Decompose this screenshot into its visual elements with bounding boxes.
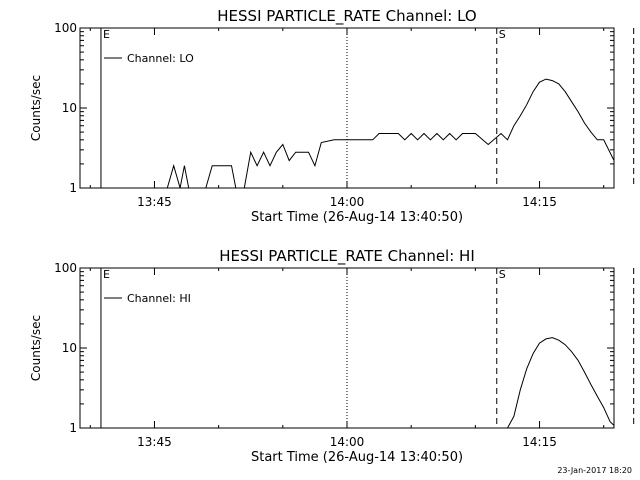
legend-label: Channel: HI: [127, 292, 191, 305]
event-marker-label: E: [103, 268, 110, 281]
y-tick-label: 100: [54, 261, 77, 275]
y-tick-label: 10: [62, 341, 77, 355]
y-axis-label: Counts/sec: [29, 75, 43, 141]
event-marker-label: E: [103, 28, 110, 41]
chart-panel-2: HESSI PARTICLE_RATE Channel: HIESFFE13:4…: [29, 247, 635, 465]
chart-panel-1: HESSI PARTICLE_RATE Channel: LOESFFE13:4…: [29, 7, 635, 225]
x-tick-label: 13:45: [137, 435, 172, 449]
x-tick-label: 14:00: [330, 195, 365, 209]
legend-label: Channel: LO: [127, 52, 194, 65]
y-tick-label: 1: [69, 181, 77, 195]
y-tick-label: 10: [62, 101, 77, 115]
x-axis-label: Start Time (26-Aug-14 13:40:50): [251, 210, 463, 225]
chart-title: HESSI PARTICLE_RATE Channel: LO: [217, 7, 476, 26]
series-line: [507, 337, 614, 428]
y-tick-label: 1: [69, 421, 77, 435]
y-axis-label: Counts/sec: [29, 315, 43, 381]
x-tick-label: 14:00: [330, 435, 365, 449]
event-marker-label: S: [499, 28, 506, 41]
x-axis-label: Start Time (26-Aug-14 13:40:50): [251, 450, 463, 465]
event-marker-label: S: [499, 268, 506, 281]
x-tick-label: 14:15: [522, 195, 557, 209]
y-tick-label: 100: [54, 21, 77, 35]
x-tick-label: 13:45: [137, 195, 172, 209]
x-tick-label: 14:15: [522, 435, 557, 449]
chart-title: HESSI PARTICLE_RATE Channel: HI: [219, 247, 475, 266]
series-line: [166, 78, 614, 188]
footer-date: 23-Jan-2017 18:20: [557, 466, 632, 475]
